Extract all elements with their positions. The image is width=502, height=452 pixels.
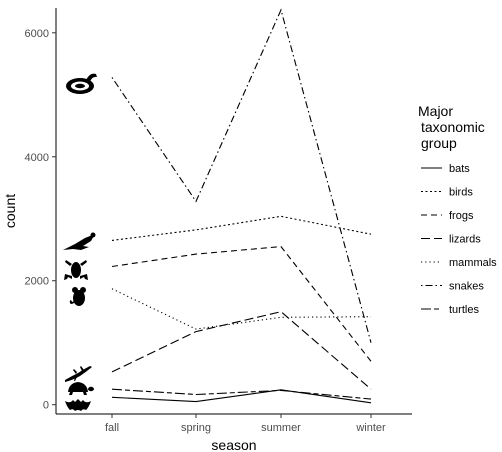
y-axis-title: count — [2, 194, 18, 228]
bat-icon — [65, 399, 91, 411]
legend-label-birds: birds — [449, 187, 473, 199]
series-line-lizards — [111, 311, 372, 390]
series-line-turtles — [111, 388, 372, 400]
bird-icon — [63, 232, 96, 250]
x-axis-ticks: fall spring summer winter — [105, 414, 386, 434]
y-axis-ticks: 0 2000 4000 6000 — [25, 28, 56, 412]
snake-icon — [66, 73, 97, 94]
series-lines — [111, 8, 372, 404]
series-line-mammals — [111, 288, 372, 330]
legend-label-bats: bats — [449, 163, 470, 175]
series-line-birds — [111, 215, 372, 241]
y-tick-label: 6000 — [25, 28, 49, 40]
legend-label-frogs: frogs — [449, 210, 474, 222]
y-tick-label: 0 — [43, 400, 49, 412]
x-tick-label: summer — [261, 422, 301, 434]
legend-label-mammals: mammals — [449, 257, 497, 269]
legend-title-line-2: taxonomic — [421, 119, 485, 135]
series-line-bats — [111, 389, 372, 404]
lizard-icon — [65, 366, 92, 382]
legend-label-turtles: turtles — [449, 304, 479, 316]
series-line-frogs — [111, 246, 372, 362]
legend: Major taxonomic group bats birds frogs liza… — [418, 103, 497, 316]
x-axis-title: season — [211, 437, 256, 452]
legend-title-line-1: Major — [418, 103, 453, 119]
series-line-snakes — [111, 8, 372, 343]
y-tick-label: 2000 — [25, 276, 49, 288]
x-tick-label: winter — [355, 422, 386, 434]
legend-title: Major taxonomic group — [418, 103, 489, 151]
x-tick-label: spring — [181, 422, 211, 434]
legend-label-snakes: snakes — [449, 281, 484, 293]
legend-title-line-3: group — [421, 135, 457, 151]
x-tick-label: fall — [105, 422, 119, 434]
legend-items: bats birds frogs lizards mammals snakes turtle… — [421, 163, 497, 316]
turtle-icon — [68, 382, 94, 395]
series-icons — [63, 73, 97, 411]
frog-icon — [64, 260, 88, 280]
legend-label-lizards: lizards — [449, 234, 481, 246]
y-tick-label: 4000 — [25, 152, 49, 164]
mouse-icon — [69, 287, 86, 306]
